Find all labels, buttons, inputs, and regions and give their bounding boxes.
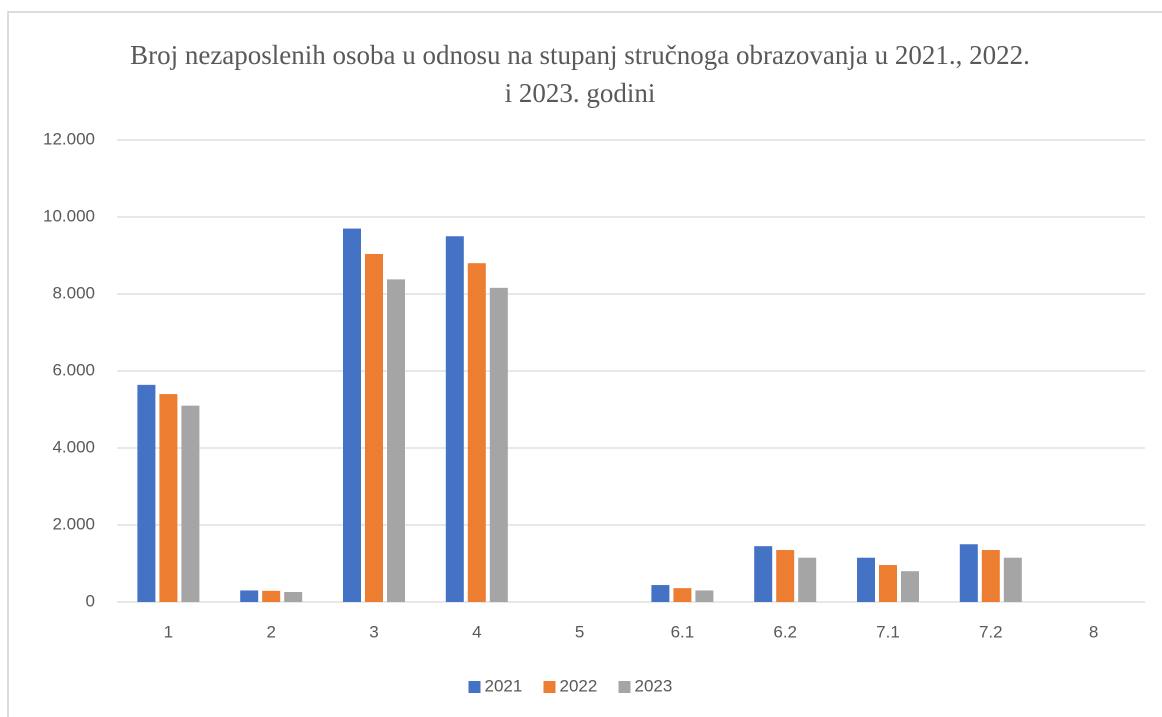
y-tick-label: 4.000 <box>52 437 95 456</box>
x-tick-label: 6.2 <box>773 622 797 641</box>
bar <box>695 590 714 602</box>
y-tick-label: 0 <box>86 591 95 610</box>
legend-swatch <box>468 681 481 693</box>
x-tick-label: 4 <box>472 622 481 641</box>
bar <box>240 590 259 602</box>
bar <box>857 557 875 602</box>
x-tick-label: 7.2 <box>979 622 1003 641</box>
bar <box>343 228 361 603</box>
bar <box>137 384 156 602</box>
legend-swatch <box>543 681 556 693</box>
legend-label: 2021 <box>485 676 523 695</box>
bar <box>879 565 897 602</box>
legend-label: 2022 <box>560 676 598 695</box>
y-tick-label: 2.000 <box>52 514 95 533</box>
x-tick-label: 3 <box>369 622 378 641</box>
y-tick-label: 10.000 <box>43 206 95 225</box>
bar <box>651 585 670 602</box>
bar <box>387 279 405 602</box>
x-tick-label: 7.1 <box>876 622 900 641</box>
y-tick-label: 6.000 <box>52 360 95 379</box>
bar <box>754 546 773 602</box>
x-tick-label: 1 <box>164 622 173 641</box>
legend-label: 2023 <box>635 676 673 695</box>
bar <box>1003 557 1022 602</box>
bar <box>181 405 200 602</box>
y-tick-label: 8.000 <box>52 283 95 302</box>
x-tick-label: 6.1 <box>671 622 695 641</box>
bar <box>901 571 919 602</box>
bar <box>981 550 1000 602</box>
bar <box>284 591 303 602</box>
legend-swatch <box>618 681 631 693</box>
bar <box>445 236 464 602</box>
x-tick-label: 8 <box>1089 622 1098 641</box>
x-tick-label: 5 <box>575 622 584 641</box>
bar <box>673 588 692 602</box>
x-tick-label: 2 <box>266 622 275 641</box>
bar <box>159 394 178 602</box>
bar <box>467 263 486 602</box>
bar <box>489 287 508 602</box>
y-tick-label: 12.000 <box>43 129 95 148</box>
bar <box>365 253 383 602</box>
bar <box>776 550 795 602</box>
bar <box>798 557 817 602</box>
bar <box>959 544 978 602</box>
chart-border <box>7 11 1162 717</box>
bar <box>262 590 281 602</box>
chart-title: Broj nezaposlenih osoba u odnosu na stup… <box>130 40 1030 108</box>
